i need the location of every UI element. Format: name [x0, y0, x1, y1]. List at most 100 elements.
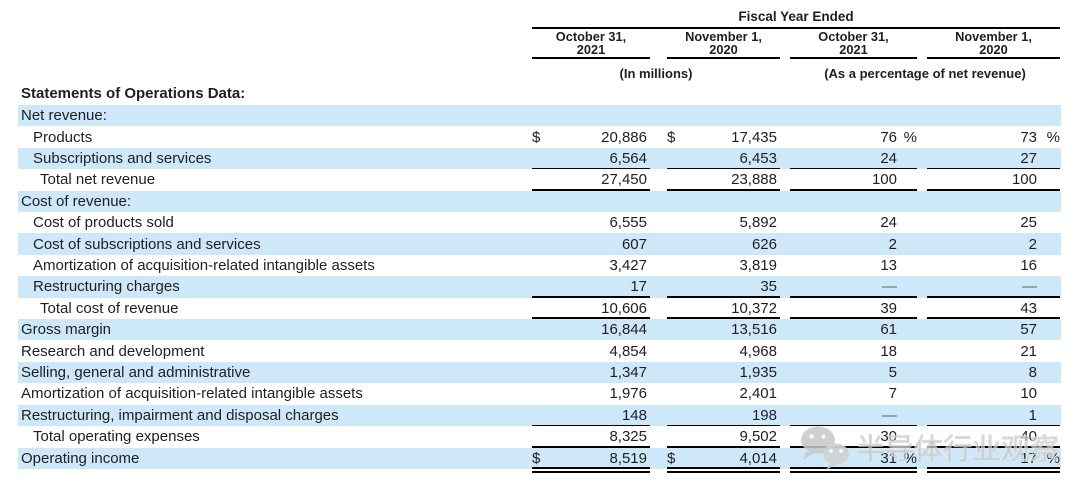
table-row: Net revenue: [0, 105, 1080, 127]
cell-value: 30 [880, 428, 897, 446]
table-rule [532, 445, 650, 448]
table-row: Total cost of revenue 10,606 10,372 39 43 [0, 298, 1080, 320]
cell-value: 10 [1020, 385, 1037, 403]
row-label: Amortization of acquisition-related inta… [21, 385, 363, 403]
currency-symbol: $ [667, 449, 676, 467]
table-rule [790, 466, 917, 469]
cell-value: 20,886 [601, 128, 647, 146]
table-rule [532, 296, 650, 298]
cell-value: 18 [880, 342, 897, 360]
table-rule [667, 466, 780, 469]
table-rule [927, 167, 1060, 170]
cell-oct-2021-millions: 27,450 [532, 169, 650, 190]
cell-value: 607 [621, 235, 647, 253]
cell-nov-2020-percent: 2 [927, 233, 1060, 254]
cell-nov-2020-millions: 4,968 [667, 340, 780, 361]
cell-value: 10,606 [601, 299, 647, 317]
row-label: Amortization of acquisition-related inta… [33, 257, 375, 275]
table-rule [667, 424, 780, 427]
cell-value: 17,435 [731, 128, 777, 146]
cell-oct-2021-percent: 76% [790, 126, 917, 147]
cell-value: 8,519 [609, 449, 647, 467]
table-rule [667, 188, 780, 191]
cell-oct-2021-percent: — [790, 405, 917, 426]
column-header-oct-31-2021-percent: October 31, 2021 [790, 30, 917, 56]
table-rule [790, 296, 917, 298]
column-header-oct-31-2021-millions: October 31, 2021 [532, 29, 650, 57]
cell-oct-2021-percent: 39 [790, 298, 917, 319]
percent-symbol: % [1046, 449, 1060, 467]
table-rule [532, 317, 650, 320]
cell-oct-2021-percent: 2 [790, 233, 917, 254]
cell-value: 35 [760, 278, 777, 296]
table-rule [790, 317, 917, 320]
table-rule [532, 167, 650, 170]
cell-value: 5 [888, 364, 897, 382]
table-rule [532, 470, 650, 473]
row-label: Selling, general and administrative [21, 364, 251, 382]
cell-oct-2021-percent: 31% [790, 448, 917, 469]
cell-nov-2020-millions: 35 [667, 276, 780, 297]
row-label: Restructuring charges [33, 278, 180, 296]
cell-nov-2020-percent: 17% [927, 448, 1060, 469]
cell-oct-2021-millions: 1,347 [532, 362, 650, 383]
cell-value: 2 [888, 235, 897, 253]
cell-nov-2020-percent: 40 [927, 426, 1060, 447]
cell-oct-2021-millions: 148 [532, 405, 650, 426]
row-label: Operating income [21, 449, 140, 467]
cell-nov-2020-percent: 57 [927, 319, 1060, 340]
column-header-nov-1-2020-percent: November 1, 2020 [927, 29, 1060, 57]
table-rule [927, 317, 1060, 320]
cell-nov-2020-millions: $17,435 [667, 126, 780, 147]
table-row: Cost of revenue: [0, 190, 1080, 213]
row-label: Cost of products sold [33, 214, 174, 232]
cell-value: 6,555 [609, 214, 647, 232]
cell-oct-2021-millions: 4,854 [532, 340, 650, 361]
cell-nov-2020-millions: 6,453 [667, 148, 780, 169]
cell-value: 100 [871, 171, 897, 189]
cell-value: 61 [880, 321, 897, 339]
table-rule [667, 445, 780, 448]
row-label: Gross margin [21, 321, 112, 339]
cell-nov-2020-percent: 27 [927, 148, 1060, 169]
column-header-line: November 1, [955, 29, 1032, 44]
cell-oct-2021-millions: 3,427 [532, 255, 650, 276]
table-rule [790, 188, 917, 191]
column-header-line: 2020 [979, 41, 1008, 57]
table-row: Amortization of acquisition-related inta… [0, 255, 1080, 276]
column-header-line: 2021 [576, 41, 606, 57]
percent-symbol: % [1046, 128, 1060, 146]
row-label: Net revenue: [21, 107, 107, 125]
cell-oct-2021-millions: 10,606 [532, 298, 650, 319]
table-rule [790, 445, 917, 448]
cell-oct-2021-percent: 24 [790, 212, 917, 233]
column-header-line: November 1, [685, 29, 762, 44]
table-row: Cost of products sold 6,555 5,892 24 25 [0, 212, 1080, 233]
row-label: Total operating expenses [33, 428, 200, 446]
row-label: Subscriptions and services [33, 150, 212, 168]
cell-nov-2020-millions: 198 [667, 405, 780, 426]
cell-value: 76 [880, 128, 897, 146]
table-row: Restructuring charges 17 35 — — [0, 276, 1080, 299]
currency-symbol: $ [667, 128, 676, 146]
cell-value: 4,854 [609, 342, 647, 360]
cell-value: 21 [1020, 342, 1037, 360]
cell-nov-2020-millions: 2,401 [667, 383, 780, 404]
cell-value: 7 [888, 385, 897, 403]
cell-nov-2020-millions: 3,819 [667, 255, 780, 276]
units-label-millions: (In millions) [619, 66, 693, 81]
table-row: Total operating expenses 8,325 9,502 30 40 [0, 426, 1080, 448]
table-row: Subscriptions and services 6,564 6,453 24 27 [0, 147, 1080, 170]
table-rule [790, 167, 917, 170]
cell-nov-2020-percent: 43 [927, 298, 1060, 319]
cell-value: 198 [751, 406, 777, 424]
cell-value: 24 [880, 150, 897, 168]
column-header-line: October 31, [555, 29, 627, 44]
table-rule [927, 470, 1060, 473]
row-label: Cost of subscriptions and services [33, 235, 261, 253]
cell-oct-2021-millions: 607 [532, 233, 650, 254]
cell-value: 57 [1020, 321, 1037, 339]
cell-oct-2021-millions: 6,564 [532, 148, 650, 169]
table-row: Research and development 4,854 4,968 18 21 [0, 340, 1080, 361]
column-header-nov-1-2020-millions: November 1, 2020 [667, 29, 780, 56]
